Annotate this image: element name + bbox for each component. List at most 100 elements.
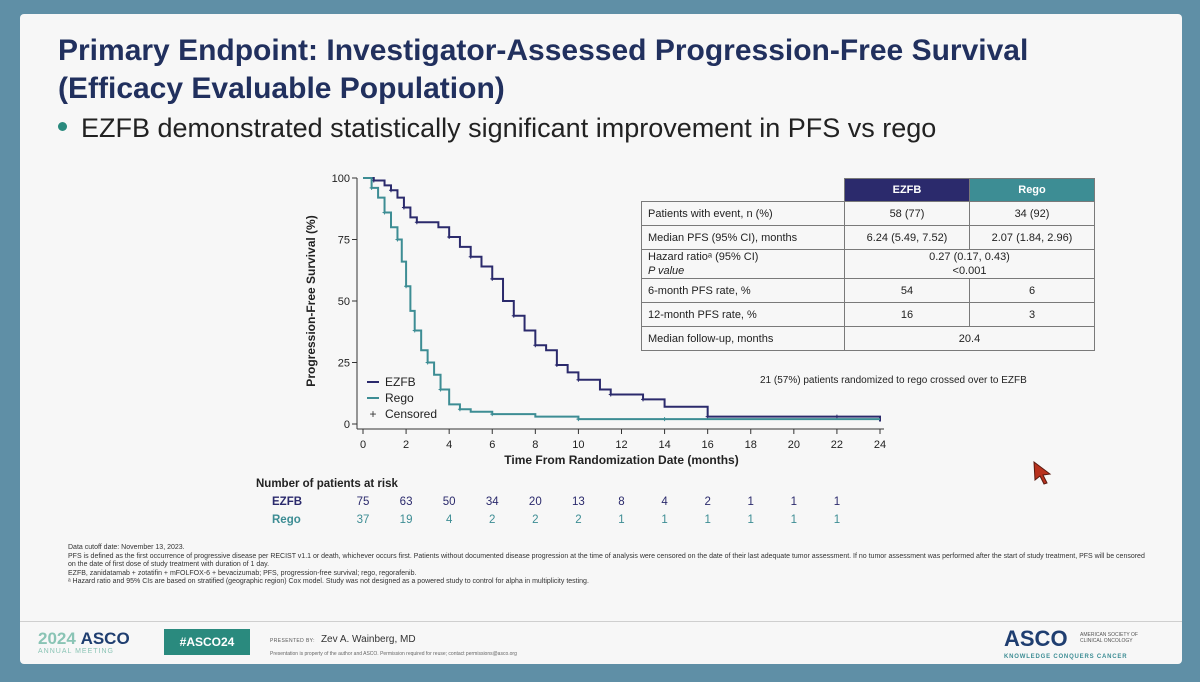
ezfb-risk-count: 20 xyxy=(528,496,542,508)
table-corner xyxy=(642,179,845,202)
risk-table: Number of patients at risk EZFB 75 63 50 34… xyxy=(256,478,840,532)
y-tick-label: 25 xyxy=(338,358,350,370)
censor-mark xyxy=(382,210,387,215)
ezfb-risk-count: 1 xyxy=(833,496,841,508)
asco-slogan: KNOWLEDGE CONQUERS CANCER xyxy=(1004,654,1128,660)
rego-risk-count: 37 xyxy=(356,514,370,526)
slide-title: Primary Endpoint: Investigator-Assessed … xyxy=(58,34,1029,105)
km-curve-rego xyxy=(363,177,880,421)
rego-risk-count: 2 xyxy=(489,514,496,526)
legend-label: Rego xyxy=(385,391,414,405)
combined-value: 0.27 (0.17, 0.43) <0.001 xyxy=(844,249,1095,279)
censor-mark xyxy=(389,188,394,193)
censor-mark xyxy=(511,313,516,318)
risk-row-ezfb: EZFB 75 63 50 34 20 13 8 4 2 1 1 1 xyxy=(256,496,840,514)
x-tick-label: 0 xyxy=(360,439,366,451)
y-tick-label: 75 xyxy=(338,235,350,247)
censor-mark xyxy=(608,392,613,397)
table-row: 12-month PFS rate, % 16 3 xyxy=(641,302,1095,327)
ezfb-column-header: EZFB xyxy=(844,178,970,202)
rego-risk-count: 1 xyxy=(661,514,668,526)
footnote: PFS is defined as the first occurrence o… xyxy=(68,552,1145,569)
censor-mark xyxy=(447,235,452,240)
x-tick-label: 8 xyxy=(532,439,538,451)
y-tick-label: 50 xyxy=(338,296,350,308)
footnote: EZFB, zanidatamab + zotatifin + mFOLFOX-… xyxy=(68,569,417,577)
ezfb-risk-count: 50 xyxy=(442,496,456,508)
pfs-stats-table: EZFB Rego Patients with event, n (%) 58 … xyxy=(641,178,1095,351)
ezfb-value: 54 xyxy=(844,278,970,303)
table-row: Median PFS (95% CI), months 6.24 (5.49, … xyxy=(641,225,1095,250)
rego-risk-count: 1 xyxy=(618,514,625,526)
ezfb-risk-count: 75 xyxy=(356,496,370,508)
legend-censored-marker: + xyxy=(369,407,376,421)
bullet-dot-icon xyxy=(58,122,67,132)
row-label: Hazard ratioᵃ (95% CI) P value xyxy=(641,249,845,279)
legend-label: Censored xyxy=(385,407,437,421)
asco-logo: ASCO xyxy=(1004,626,1068,651)
rego-risk-count: 4 xyxy=(445,514,453,526)
presented-by-label: PRESENTED BY: xyxy=(270,638,315,644)
x-tick-label: 10 xyxy=(572,439,584,451)
censor-mark xyxy=(425,360,430,365)
ezfb-value: 16 xyxy=(844,302,970,327)
slide: Primary Endpoint: Investigator-Assessed … xyxy=(20,14,1182,664)
y-tick-label: 0 xyxy=(344,419,350,431)
row-label: 12-month PFS rate, % xyxy=(641,302,845,327)
censor-mark xyxy=(576,377,581,382)
legend-label: EZFB xyxy=(385,375,416,389)
rego-value: 3 xyxy=(969,302,1095,327)
censor-mark xyxy=(834,414,839,419)
footer-divider xyxy=(20,621,1182,622)
x-tick-label: 18 xyxy=(745,439,757,451)
table-row: Median follow-up, months 20.4 xyxy=(641,326,1095,351)
censor-mark xyxy=(533,343,538,348)
ezfb-risk-count: 2 xyxy=(704,496,711,508)
x-tick-label: 14 xyxy=(658,439,670,451)
asco-meeting-logo: 2024 ASCO xyxy=(38,629,130,649)
rego-risk-count: 1 xyxy=(704,514,711,526)
hashtag-badge: #ASCO24 xyxy=(164,629,250,655)
risk-label-ezfb: EZFB xyxy=(272,496,303,508)
row-label: Patients with event, n (%) xyxy=(641,201,845,226)
meeting-label: ANNUAL MEETING xyxy=(38,648,114,655)
slide-footer: 2024 ASCO ANNUAL MEETING #ASCO24 PRESENT… xyxy=(20,621,1182,664)
x-tick-label: 12 xyxy=(615,439,627,451)
ezfb-risk-count: 8 xyxy=(618,496,625,508)
table-row: 6-month PFS rate, % 54 6 xyxy=(641,278,1095,303)
rego-value: 6 xyxy=(969,278,1095,303)
ezfb-value: 6.24 (5.49, 7.52) xyxy=(844,225,970,250)
rego-column-header: Rego xyxy=(969,178,1095,202)
footnote: ᵃ Hazard ratio and 95% CIs are based on … xyxy=(68,578,589,586)
risk-row-rego: Rego 37 19 4 2 2 2 1 1 1 1 1 1 xyxy=(256,514,840,532)
censor-mark xyxy=(404,284,409,289)
meeting-year: 2024 xyxy=(38,629,76,648)
ezfb-value: 58 (77) xyxy=(844,201,970,226)
risk-title: Number of patients at risk xyxy=(256,478,398,490)
hazard-ratio-value: 0.27 (0.17, 0.43) xyxy=(929,251,1010,263)
p-value: <0.001 xyxy=(952,265,987,277)
ezfb-risk-count: 63 xyxy=(399,496,413,508)
x-tick-label: 24 xyxy=(874,439,886,451)
censor-mark xyxy=(395,237,400,242)
rego-value: 2.07 (1.84, 2.96) xyxy=(969,225,1095,250)
x-axis-label: Time From Randomization Date (months) xyxy=(504,453,738,467)
x-tick-label: 22 xyxy=(831,439,843,451)
y-tick-label: 100 xyxy=(332,173,350,185)
x-tick-label: 16 xyxy=(702,439,714,451)
footnote: Data cutoff date: November 13, 2023. xyxy=(68,544,185,551)
censor-mark xyxy=(414,220,419,225)
censor-mark xyxy=(401,205,406,210)
presenter: PRESENTED BY: Zev A. Wainberg, MD xyxy=(270,634,416,645)
bullet-point: EZFB demonstrated statistically signific… xyxy=(58,113,936,144)
censor-mark xyxy=(438,387,443,392)
rego-risk-count: 2 xyxy=(575,514,582,526)
footnotes: Data cutoff date: November 13, 2023. PFS… xyxy=(68,544,1148,587)
rego-risk-count: 1 xyxy=(747,514,754,526)
rego-risk-count: 2 xyxy=(532,514,539,526)
censor-mark xyxy=(705,414,710,419)
hazard-ratio-label: Hazard ratioᵃ (95% CI) xyxy=(648,251,759,263)
rego-risk-count: 1 xyxy=(833,514,841,526)
table-row: Patients with event, n (%) 58 (77) 34 (9… xyxy=(641,201,1095,226)
